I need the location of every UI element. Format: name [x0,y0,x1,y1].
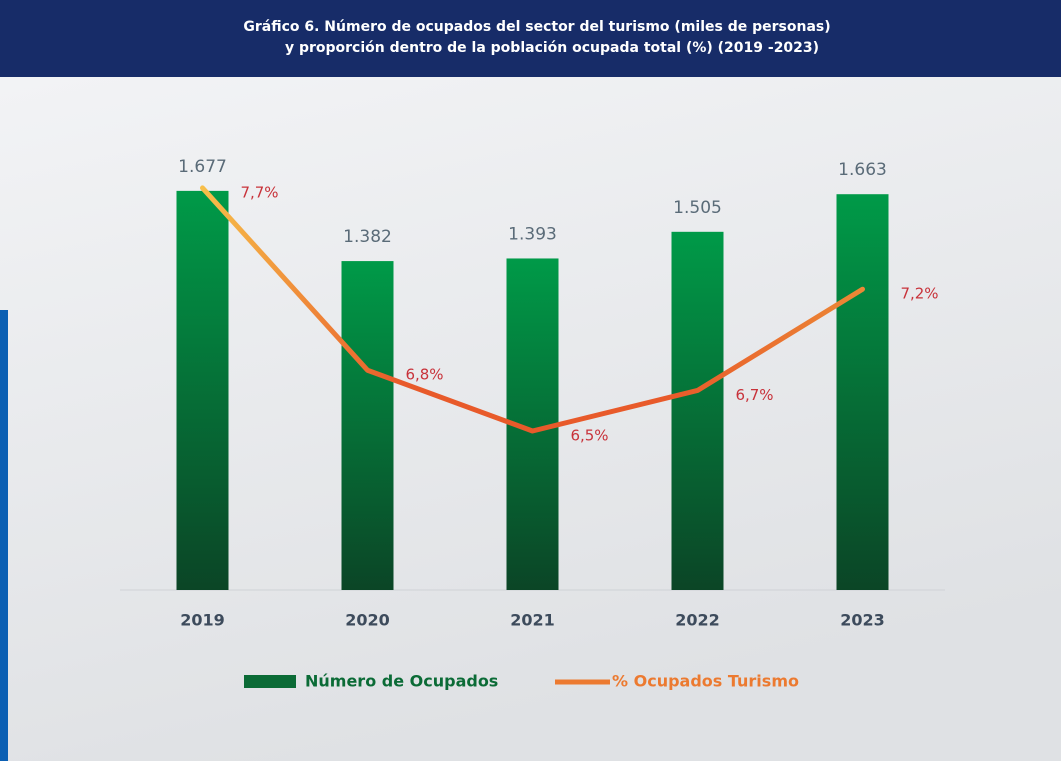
data-label: 6,5% [570,426,608,444]
data-label: 1.382 [343,227,392,247]
data-label: 6,7% [735,386,773,404]
legend-swatch [244,675,296,688]
data-label: 6,8% [405,366,443,384]
bar [836,194,889,590]
legend-label: % Ocupados Turismo [612,672,799,691]
legend-label: Número de Ocupados [305,672,498,691]
x-tick-label: 2023 [840,611,885,630]
line [200,185,865,434]
data-label: 1.393 [508,224,557,244]
x-tick-label: 2021 [510,611,555,630]
data-label: 1.663 [838,160,887,180]
data-label: 7,2% [900,285,938,303]
data-label: 1.677 [178,157,227,177]
bar [176,190,229,590]
side-stripe [0,310,8,761]
x-tick-label: 2019 [180,611,225,630]
chart-title: Gráfico 6. Número de ocupados del sector… [243,19,830,35]
chart-title: y proporción dentro de la población ocup… [285,40,819,56]
bar [671,231,724,590]
data-label: 7,7% [240,183,278,201]
bar [341,261,394,590]
x-tick-label: 2022 [675,611,720,630]
data-label: 1.505 [673,198,722,218]
x-tick-label: 2020 [345,611,390,630]
header [0,0,1061,77]
